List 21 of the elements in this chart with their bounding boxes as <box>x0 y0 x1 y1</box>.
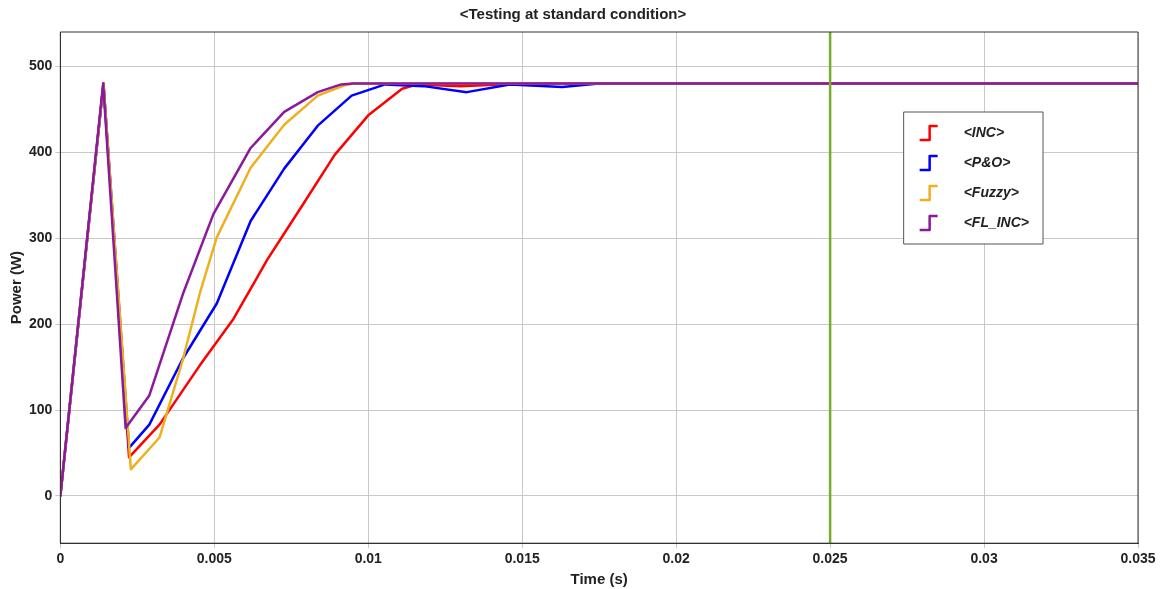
x-tick-label: 0.015 <box>504 550 540 567</box>
x-tick-label: 0.03 <box>970 550 998 567</box>
x-tick-label: 0.01 <box>354 550 383 567</box>
chart-title: <Testing at standard condition> <box>459 5 687 23</box>
legend-label: <FL_INC> <box>963 213 1030 230</box>
x-tick-label: 0.025 <box>812 550 848 567</box>
y-tick-label: 500 <box>29 57 53 74</box>
x-tick-label: 0.035 <box>1120 550 1156 567</box>
y-tick-label: 400 <box>29 143 53 160</box>
y-axis-title: Power (W) <box>7 250 25 325</box>
x-tick-label: 0.02 <box>662 550 690 567</box>
y-tick-label: 0 <box>44 486 53 503</box>
legend-label: <P&O> <box>963 153 1011 170</box>
y-tick-label: 100 <box>29 400 53 417</box>
y-tick-label: 200 <box>29 314 53 331</box>
x-axis-title: Time (s) <box>570 570 628 588</box>
y-tick-label: 300 <box>29 229 53 246</box>
legend-label: <INC> <box>963 123 1005 140</box>
x-tick-label: 0.005 <box>196 550 233 567</box>
legend-label: <Fuzzy> <box>963 183 1019 200</box>
x-tick-label: 0 <box>56 550 65 567</box>
